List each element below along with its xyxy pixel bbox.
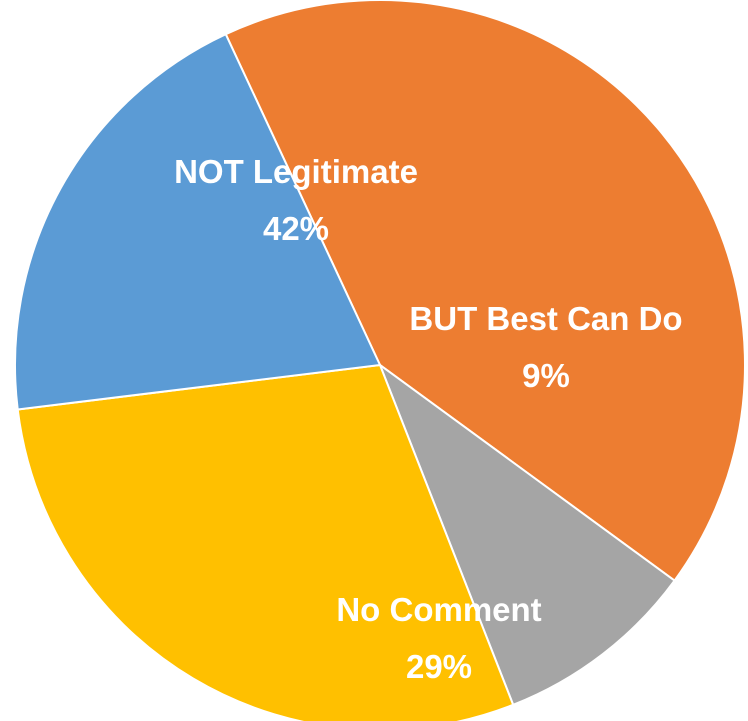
slice-label-not-legitimate: NOT Legitimate [174, 153, 418, 190]
slice-value-no-comment: 29% [406, 648, 472, 685]
pie-slice-no-comment [16, 363, 515, 721]
slice-value-best-can-do: 9% [522, 357, 570, 394]
pie-slice-unlabeled-3 [14, 32, 382, 411]
slice-label-no-comment: No Comment [336, 591, 541, 628]
slice-value-not-legitimate: 42% [263, 210, 329, 247]
pie-slices [14, 0, 746, 721]
slice-label-best-can-do: BUT Best Can Do [409, 300, 682, 337]
pie-slice-not-legitimate [224, 0, 746, 582]
pie-slice-but-best-can-do [377, 362, 676, 707]
pie-labels: NOT Legitimate 42% BUT Best Can Do 9% No… [174, 153, 683, 685]
